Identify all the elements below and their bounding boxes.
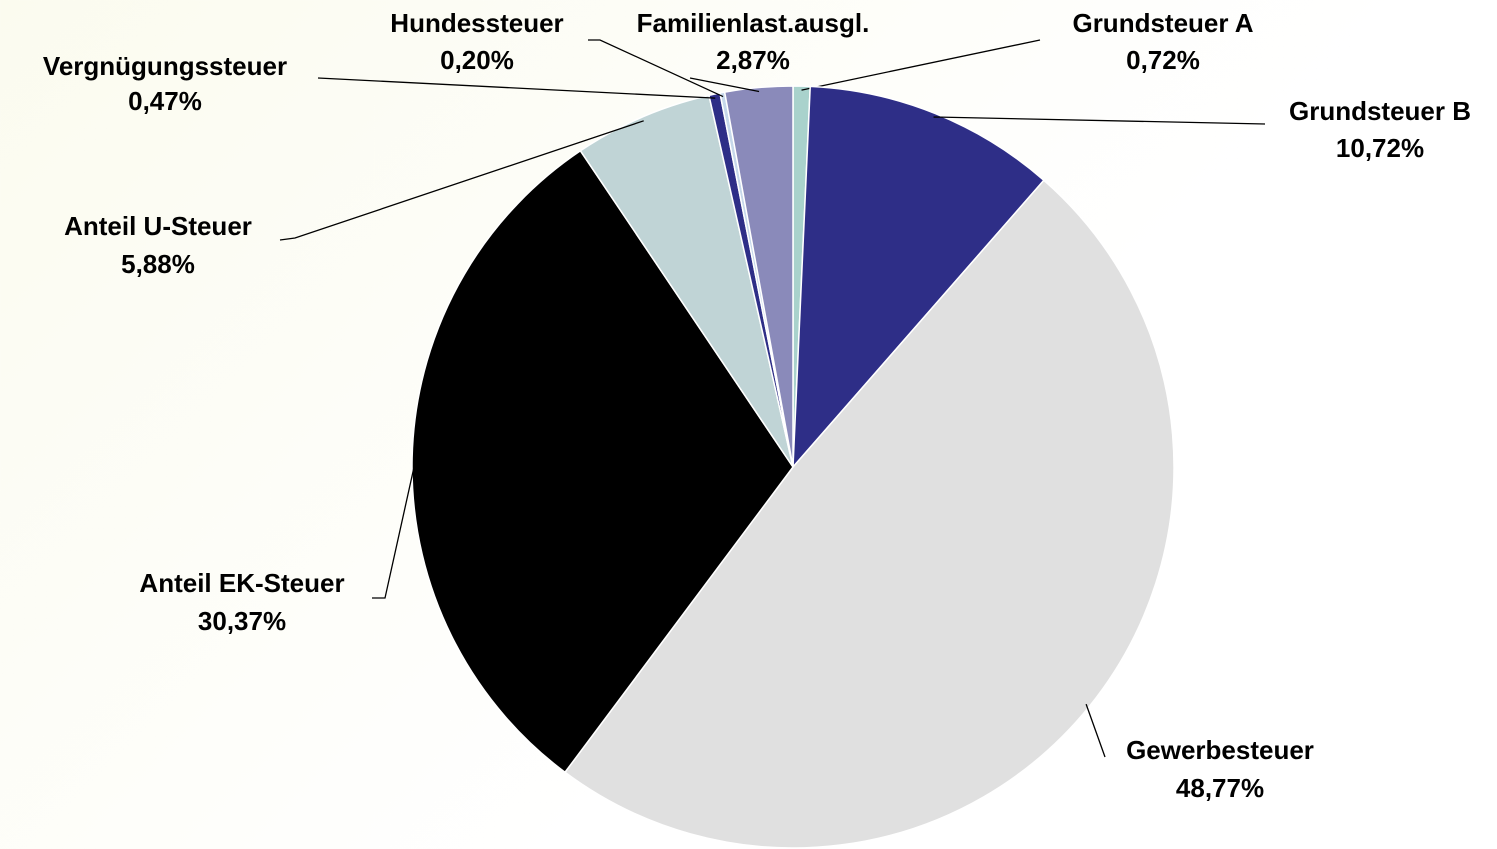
- leader-line: [279, 120, 644, 241]
- leader-line: [801, 39, 1041, 91]
- leader-line: [689, 77, 760, 93]
- value-label: 5,88%: [121, 249, 195, 279]
- value-label: 30,37%: [198, 606, 286, 636]
- slice-label: Gewerbesteuer: [1126, 735, 1314, 765]
- leader-line: [317, 77, 716, 99]
- value-label: 0,72%: [1126, 45, 1200, 75]
- value-label: 48,77%: [1176, 773, 1264, 803]
- leader-line: [1085, 703, 1106, 758]
- slice-label: Familienlast.ausgl.: [637, 8, 870, 38]
- pie-slice: [792, 85, 1045, 470]
- pie-slice: [563, 179, 1175, 849]
- value-label: 2,87%: [716, 45, 790, 75]
- leader-line: [372, 457, 417, 599]
- pie-slice: [579, 94, 794, 468]
- value-label: 10,72%: [1336, 133, 1424, 163]
- value-label: 0,20%: [440, 45, 514, 75]
- slice-label: Grundsteuer A: [1072, 8, 1253, 38]
- leader-line: [933, 116, 1266, 125]
- slice-label: Hundessteuer: [390, 8, 563, 38]
- slice-label: Grundsteuer B: [1289, 96, 1471, 126]
- pie-slice: [411, 149, 794, 774]
- leader-line: [588, 39, 724, 98]
- slice-label: Anteil U-Steuer: [64, 211, 252, 241]
- slice-label: Vergnügungssteuer: [43, 51, 287, 81]
- value-label: 0,47%: [128, 86, 202, 116]
- pie-slice: [723, 85, 794, 468]
- slice-label: Anteil EK-Steuer: [139, 568, 344, 598]
